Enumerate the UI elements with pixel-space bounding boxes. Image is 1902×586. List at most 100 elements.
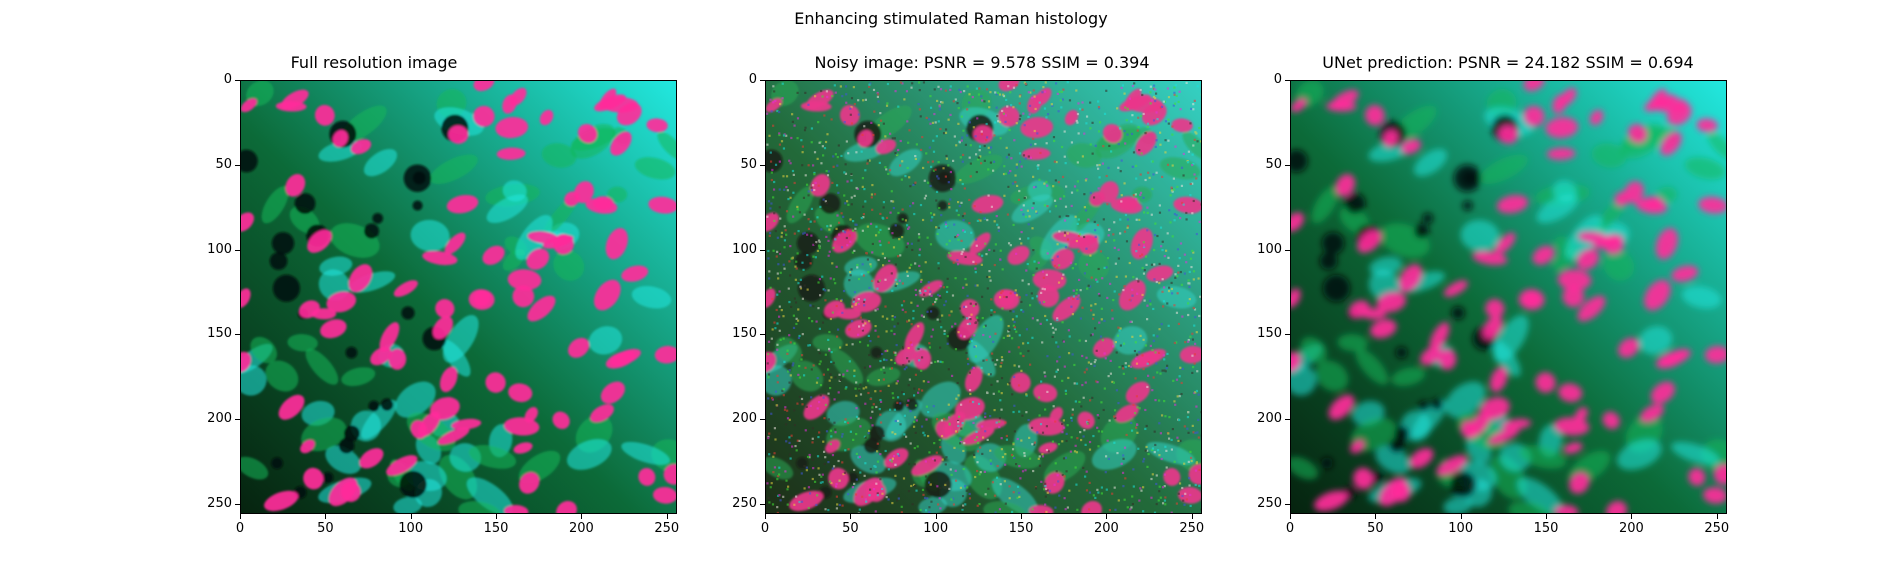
noise-pixel <box>921 488 925 492</box>
noise-pixel <box>822 440 825 443</box>
noise-pixel <box>1015 330 1018 333</box>
noise-pixel <box>889 459 892 462</box>
noise-pixel <box>838 233 841 236</box>
noise-pixel <box>905 245 908 249</box>
noise-pixel <box>1084 443 1087 446</box>
noise-pixel <box>837 391 840 394</box>
noise-pixel <box>957 331 960 334</box>
noise-pixel <box>784 229 787 232</box>
noise-pixel <box>1017 365 1021 368</box>
noise-pixel <box>1154 96 1157 100</box>
cell-nucleus <box>913 348 932 370</box>
noise-pixel <box>868 488 872 491</box>
noise-pixel <box>1029 156 1033 159</box>
noise-pixel <box>1072 295 1076 298</box>
noise-pixel <box>1034 142 1037 146</box>
cell-nucleus <box>332 130 349 148</box>
noise-pixel <box>1177 439 1180 442</box>
noise-pixel <box>1199 295 1201 298</box>
dark-region <box>819 193 841 214</box>
noise-pixel <box>882 217 885 220</box>
noise-pixel <box>840 435 844 438</box>
noise-pixel <box>1179 366 1182 369</box>
noise-pixel <box>1042 276 1046 279</box>
noise-pixel <box>1151 389 1154 392</box>
cell-nucleus <box>1655 350 1686 369</box>
noise-pixel <box>1083 206 1086 209</box>
noise-pixel <box>910 86 913 89</box>
noise-pixel <box>1148 176 1151 179</box>
noise-pixel <box>889 132 892 135</box>
noise-pixel <box>773 321 776 324</box>
noise-pixel <box>815 320 818 323</box>
noise-pixel <box>785 134 788 137</box>
noise-pixel <box>883 358 886 361</box>
tissue-blob <box>1536 194 1578 224</box>
cell-nucleus <box>1642 196 1664 211</box>
noise-pixel <box>788 260 791 263</box>
noise-pixel <box>906 120 909 123</box>
noise-pixel <box>957 415 961 418</box>
noise-pixel <box>800 139 803 142</box>
cell-nucleus <box>1382 130 1399 148</box>
noise-pixel <box>952 159 955 162</box>
noise-pixel <box>862 216 865 219</box>
noise-pixel <box>862 99 865 102</box>
y-tick-label: 250 <box>207 495 232 511</box>
noise-pixel <box>800 358 803 361</box>
cell-nucleus <box>574 181 594 204</box>
noise-pixel <box>788 300 791 304</box>
noise-pixel <box>999 318 1002 321</box>
noise-pixel <box>1170 281 1173 284</box>
noise-pixel <box>910 323 913 326</box>
noise-pixel <box>1161 290 1164 293</box>
noise-pixel <box>935 418 939 421</box>
noise-pixel <box>949 170 953 174</box>
noise-pixel <box>842 373 845 376</box>
noise-pixel <box>864 98 867 101</box>
noise-pixel <box>859 425 862 428</box>
noise-pixel <box>873 110 876 113</box>
noise-pixel <box>942 132 946 135</box>
noise-pixel <box>861 229 864 232</box>
noise-pixel <box>974 355 978 358</box>
noise-pixel <box>801 261 804 264</box>
noise-pixel <box>931 328 935 331</box>
noise-pixel <box>1175 94 1178 97</box>
noise-pixel <box>991 359 994 362</box>
noise-pixel <box>1122 457 1125 460</box>
noise-pixel <box>828 379 831 382</box>
cell-nucleus <box>300 439 315 454</box>
noise-pixel <box>1006 105 1009 108</box>
noise-pixel <box>990 205 993 208</box>
noise-pixel <box>851 305 854 308</box>
noise-pixel <box>1011 337 1014 340</box>
noise-pixel <box>879 400 883 403</box>
noise-pixel <box>983 144 986 148</box>
noise-pixel <box>993 134 996 137</box>
noise-pixel <box>976 117 979 120</box>
noise-pixel <box>971 96 974 99</box>
noise-pixel <box>954 277 957 280</box>
noise-pixel <box>1009 169 1012 173</box>
noise-pixel <box>1006 213 1009 216</box>
noise-pixel <box>772 455 775 458</box>
noise-pixel <box>804 366 807 369</box>
noise-pixel <box>1018 491 1021 495</box>
noise-pixel <box>1062 88 1065 91</box>
noise-pixel <box>824 353 827 356</box>
noise-pixel <box>981 99 984 102</box>
noise-pixel <box>802 268 805 271</box>
noise-pixel <box>791 169 795 173</box>
noise-pixel <box>773 466 777 469</box>
noise-pixel <box>851 219 855 223</box>
noise-pixel <box>870 196 873 199</box>
noise-pixel <box>1067 352 1071 355</box>
noise-pixel <box>989 146 993 149</box>
noise-pixel <box>994 243 997 246</box>
noise-pixel <box>874 510 877 513</box>
noise-pixel <box>1018 102 1021 105</box>
dark-region <box>868 425 885 442</box>
noise-pixel <box>1027 349 1030 353</box>
noise-pixel <box>969 400 972 403</box>
